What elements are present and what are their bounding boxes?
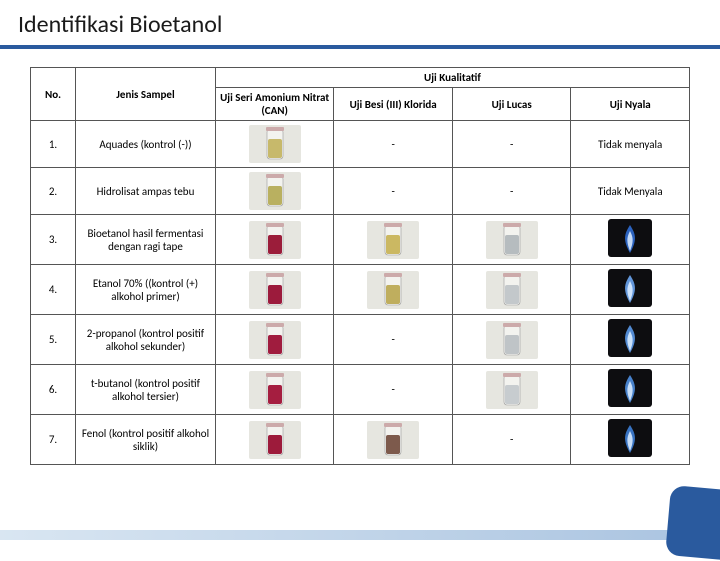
cell-can — [215, 168, 334, 215]
table-row: 3.Bioetanol hasil fermentasi dengan ragi… — [31, 215, 690, 265]
cell-no: 7. — [31, 415, 76, 465]
footer-stripe — [0, 530, 720, 540]
cell-nyala — [571, 265, 690, 315]
spacer — [0, 49, 720, 67]
cell-jenis: t-butanol (kontrol positif alkohol tersi… — [76, 365, 216, 415]
cell-nyala — [571, 415, 690, 465]
table-row: 4.Etanol 70% ((kontrol (+) alkohol prime… — [31, 265, 690, 315]
cell-besi — [334, 265, 453, 315]
header-c3: Uji Lucas — [452, 88, 571, 121]
cell-lucas — [452, 315, 571, 365]
table-body: 1.Aquades (kontrol (-)) --Tidak menyala2… — [31, 121, 690, 465]
vial-icon — [486, 371, 538, 409]
cell-no: 5. — [31, 315, 76, 365]
cell-lucas — [452, 265, 571, 315]
vial-icon — [486, 221, 538, 259]
cell-can — [215, 415, 334, 465]
flame-icon — [608, 269, 652, 307]
cell-besi: - — [334, 365, 453, 415]
cell-jenis: 2-propanol (kontrol positif alkohol seku… — [76, 315, 216, 365]
vial-icon — [249, 371, 301, 409]
corner-badge — [665, 485, 720, 561]
header-c2: Uji Besi (III) Klorida — [334, 88, 453, 121]
cell-can — [215, 315, 334, 365]
vial-icon — [367, 421, 419, 459]
table-row: 6.t-butanol (kontrol positif alkohol ter… — [31, 365, 690, 415]
title-bar: Identifikasi Bioetanol — [0, 0, 720, 49]
vial-icon — [367, 271, 419, 309]
table-row: 5.2-propanol (kontrol positif alkohol se… — [31, 315, 690, 365]
cell-lucas — [452, 215, 571, 265]
cell-lucas: - — [452, 121, 571, 168]
cell-nyala — [571, 215, 690, 265]
flame-icon — [608, 219, 652, 257]
header-row-1: No. Jenis Sampel Uji Kualitatif — [31, 68, 690, 88]
cell-can — [215, 265, 334, 315]
cell-jenis: Bioetanol hasil fermentasi dengan ragi t… — [76, 215, 216, 265]
cell-lucas: - — [452, 168, 571, 215]
vial-icon — [249, 421, 301, 459]
header-jenis: Jenis Sampel — [76, 68, 216, 121]
vial-icon — [367, 221, 419, 259]
cell-can — [215, 215, 334, 265]
cell-no: 3. — [31, 215, 76, 265]
cell-jenis: Fenol (kontrol positif alkohol siklik) — [76, 415, 216, 465]
header-no: No. — [31, 68, 76, 121]
flame-icon — [608, 319, 652, 357]
cell-jenis: Hidrolisat ampas tebu — [76, 168, 216, 215]
cell-nyala: Tidak menyala — [571, 121, 690, 168]
cell-can — [215, 365, 334, 415]
vial-icon — [486, 321, 538, 359]
flame-icon — [608, 419, 652, 457]
table-row: 1.Aquades (kontrol (-)) --Tidak menyala — [31, 121, 690, 168]
cell-besi: - — [334, 168, 453, 215]
identification-table: No. Jenis Sampel Uji Kualitatif Uji Seri… — [30, 67, 690, 465]
vial-icon — [249, 271, 301, 309]
table-row: 2.Hidrolisat ampas tebu --Tidak Menyala — [31, 168, 690, 215]
page-title: Identifikasi Bioetanol — [18, 10, 222, 39]
cell-no: 6. — [31, 365, 76, 415]
vial-icon — [249, 125, 301, 163]
cell-no: 4. — [31, 265, 76, 315]
header-c1: Uji Seri Amonium Nitrat (CAN) — [215, 88, 334, 121]
cell-nyala — [571, 315, 690, 365]
table-row: 7.Fenol (kontrol positif alkohol siklik)… — [31, 415, 690, 465]
vial-icon — [486, 271, 538, 309]
cell-no: 2. — [31, 168, 76, 215]
flame-icon — [608, 369, 652, 407]
cell-besi: - — [334, 121, 453, 168]
cell-can — [215, 121, 334, 168]
header-c4: Uji Nyala — [571, 88, 690, 121]
cell-no: 1. — [31, 121, 76, 168]
cell-lucas — [452, 365, 571, 415]
header-kualitatif: Uji Kualitatif — [215, 68, 689, 88]
cell-besi — [334, 215, 453, 265]
cell-nyala — [571, 365, 690, 415]
cell-jenis: Etanol 70% ((kontrol (+) alkohol primer) — [76, 265, 216, 315]
cell-jenis: Aquades (kontrol (-)) — [76, 121, 216, 168]
cell-besi — [334, 415, 453, 465]
vial-icon — [249, 221, 301, 259]
cell-lucas: - — [452, 415, 571, 465]
cell-nyala: Tidak Menyala — [571, 168, 690, 215]
vial-icon — [249, 321, 301, 359]
vial-icon — [249, 172, 301, 210]
cell-besi: - — [334, 315, 453, 365]
